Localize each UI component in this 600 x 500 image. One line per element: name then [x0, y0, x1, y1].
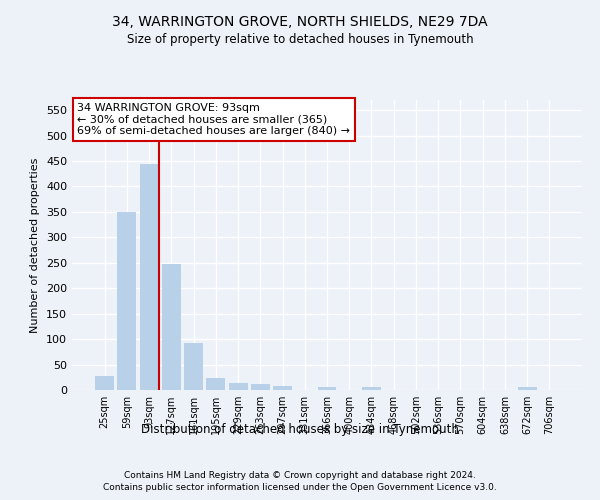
Bar — [95, 376, 114, 390]
Bar — [140, 164, 158, 390]
Bar — [229, 383, 248, 390]
Text: 34 WARRINGTON GROVE: 93sqm
← 30% of detached houses are smaller (365)
69% of sem: 34 WARRINGTON GROVE: 93sqm ← 30% of deta… — [77, 103, 350, 136]
Text: Size of property relative to detached houses in Tynemouth: Size of property relative to detached ho… — [127, 32, 473, 46]
Text: Contains HM Land Registry data © Crown copyright and database right 2024.: Contains HM Land Registry data © Crown c… — [124, 471, 476, 480]
Text: Distribution of detached houses by size in Tynemouth: Distribution of detached houses by size … — [141, 422, 459, 436]
Bar — [118, 212, 136, 390]
Bar — [251, 384, 270, 390]
Bar — [162, 264, 181, 390]
Text: 34, WARRINGTON GROVE, NORTH SHIELDS, NE29 7DA: 34, WARRINGTON GROVE, NORTH SHIELDS, NE2… — [112, 15, 488, 29]
Y-axis label: Number of detached properties: Number of detached properties — [31, 158, 40, 332]
Bar — [518, 387, 536, 390]
Bar — [317, 387, 337, 390]
Text: Contains public sector information licensed under the Open Government Licence v3: Contains public sector information licen… — [103, 484, 497, 492]
Bar — [206, 378, 225, 390]
Bar — [362, 388, 381, 390]
Bar — [273, 386, 292, 390]
Bar — [184, 343, 203, 390]
